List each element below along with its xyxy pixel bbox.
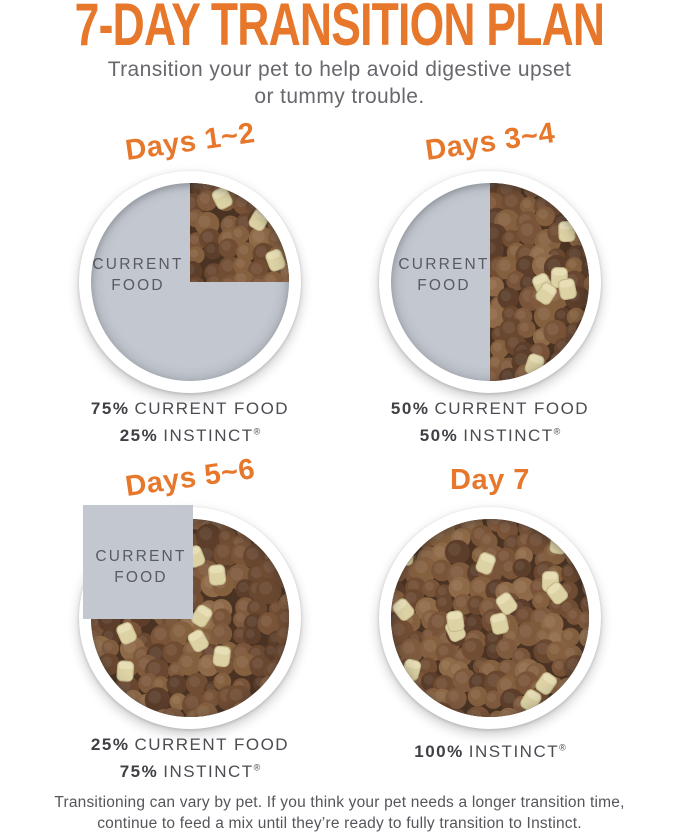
kibble-full <box>391 519 589 717</box>
caption-line: 100% INSTINCT® <box>414 741 566 761</box>
caption-line: 25% CURRENT FOOD <box>90 735 290 754</box>
caption-line: 25% INSTINCT® <box>119 425 261 445</box>
registered-mark: ® <box>553 426 561 436</box>
subtitle-line-2: or tummy trouble. <box>254 85 425 108</box>
current-food-label: CURRENT FOOD <box>92 256 184 294</box>
kibble-half <box>490 183 589 381</box>
subtitle: Transition your pet to help avoid digest… <box>0 56 679 110</box>
caption-line: 50% CURRENT FOOD <box>390 399 590 418</box>
heading-days-5-6: Days 5~6 <box>79 453 301 503</box>
bowl-days-1-2-interior: CURRENT FOOD <box>91 183 289 381</box>
heading-day-7-text: Day 7 <box>450 464 530 496</box>
footer-note: Transitioning can vary by pet. If you th… <box>0 792 679 834</box>
bowl-days-3-4-interior: CURRENT FOOD <box>391 183 589 381</box>
heading-days-5-6-text: Days 5~6 <box>123 453 257 503</box>
heading-day-7: Day 7 <box>379 464 601 497</box>
current-food-label: CURRENT FOOD <box>398 256 490 294</box>
caption-line: 75% CURRENT FOOD <box>90 399 290 418</box>
bowl-days-5-6: CURRENT FOOD <box>79 505 301 729</box>
footer-line-1: Transitioning can vary by pet. If you th… <box>54 794 625 811</box>
heading-days-1-2: Days 1~2 <box>79 117 301 167</box>
caption-days-5-6: 25% CURRENT FOOD 75% INSTINCT® <box>40 734 340 783</box>
caption-days-1-2: 75% CURRENT FOOD 25% INSTINCT® <box>40 398 340 447</box>
registered-mark: ® <box>253 426 261 436</box>
caption-days-3-4: 50% CURRENT FOOD 50% INSTINCT® <box>340 398 640 447</box>
caption-line: 50% INSTINCT® <box>419 425 561 445</box>
heading-days-1-2-text: Days 1~2 <box>123 117 257 167</box>
bowl-days-1-2: CURRENT FOOD <box>79 171 301 393</box>
heading-days-3-4-text: Days 3~4 <box>423 117 557 167</box>
page-title: 7-DAY TRANSITION PLAN <box>0 0 679 59</box>
bowl-days-3-4: CURRENT FOOD <box>379 171 601 393</box>
footer-line-2: continue to feed a mix until they’re rea… <box>97 815 582 832</box>
bowl-day-7-interior <box>391 519 589 717</box>
registered-mark: ® <box>253 762 261 772</box>
current-food-label: CURRENT FOOD <box>95 548 187 586</box>
kibble-quarter <box>190 183 289 282</box>
heading-days-3-4: Days 3~4 <box>379 117 601 167</box>
current-food-quarter: CURRENT FOOD <box>83 505 193 619</box>
caption-line: 75% INSTINCT® <box>119 761 261 781</box>
subtitle-line-1: Transition your pet to help avoid digest… <box>107 58 572 81</box>
caption-day-7: 100% INSTINCT® <box>340 736 640 763</box>
registered-mark: ® <box>559 742 566 752</box>
page-title-text: 7-DAY TRANSITION PLAN <box>74 0 605 59</box>
bowl-day-7 <box>379 507 601 729</box>
